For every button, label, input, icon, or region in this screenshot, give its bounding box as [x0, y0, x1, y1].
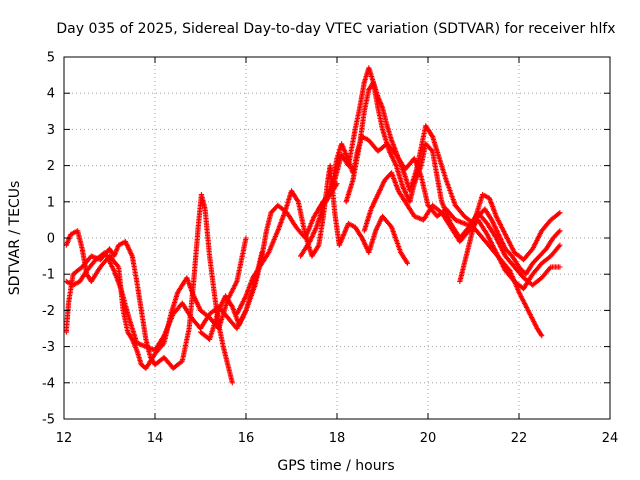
y-tick-label: -1 [42, 268, 55, 283]
x-tick-label: 16 [238, 431, 255, 446]
data-point [404, 260, 411, 266]
x-tick-label: 14 [147, 431, 164, 446]
x-axis-label: GPS time / hours [277, 458, 394, 474]
series-track-1 [63, 192, 235, 386]
series-track-3 [63, 249, 265, 353]
data-point [557, 264, 563, 270]
series-track-10 [457, 206, 563, 284]
data-series [63, 65, 563, 386]
x-tick-label: 18 [329, 431, 346, 446]
data-point [229, 380, 235, 386]
y-tick-label: -5 [42, 413, 55, 428]
y-tick-label: -2 [42, 304, 55, 319]
series-track-9 [361, 170, 563, 292]
data-point [243, 235, 249, 241]
x-tick-label: 12 [56, 431, 73, 446]
data-point [556, 229, 562, 235]
data-point [557, 210, 563, 216]
data-point [539, 333, 545, 339]
y-tick-label: 1 [47, 195, 55, 210]
series-track-4 [197, 181, 340, 342]
y-tick-label: 3 [47, 123, 55, 138]
y-tick-label: 2 [47, 159, 55, 174]
data-point [557, 228, 563, 234]
y-tick-label: -3 [42, 340, 55, 355]
y-axis-label: SDTVAR / TECUs [7, 181, 23, 296]
x-tick-label: 22 [511, 431, 528, 446]
series-track-8 [343, 79, 563, 288]
chart-title: Day 035 of 2025, Sidereal Day-to-day VTE… [56, 21, 615, 37]
y-tick-label: 4 [47, 87, 55, 102]
y-tick-label: 5 [47, 51, 55, 66]
data-point [556, 211, 562, 217]
x-tick-label: 24 [602, 431, 619, 446]
x-tick-label: 20 [420, 431, 437, 446]
y-tick-label: -4 [42, 376, 55, 391]
series-track-5 [234, 163, 411, 317]
y-tick-label: 0 [47, 232, 55, 247]
data-point [557, 242, 563, 248]
